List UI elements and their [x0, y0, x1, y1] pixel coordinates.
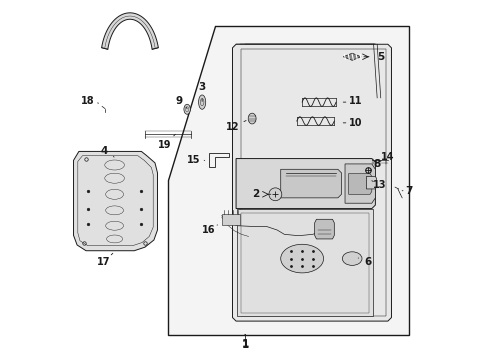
Polygon shape [101, 13, 158, 49]
Text: 4: 4 [100, 147, 108, 157]
Text: 6: 6 [365, 257, 372, 267]
Text: 8: 8 [373, 159, 381, 169]
Text: 12: 12 [226, 122, 239, 132]
Text: 2: 2 [252, 189, 259, 199]
Text: 3: 3 [198, 82, 206, 92]
Text: 13: 13 [373, 180, 387, 190]
Polygon shape [168, 26, 409, 336]
Text: 17: 17 [97, 257, 111, 267]
Polygon shape [237, 209, 373, 316]
Text: 15: 15 [187, 156, 200, 165]
Text: 18: 18 [81, 96, 95, 107]
Polygon shape [232, 44, 392, 321]
Text: 19: 19 [158, 140, 172, 150]
Text: 1: 1 [242, 340, 248, 350]
Text: 1: 1 [242, 339, 248, 349]
Ellipse shape [248, 113, 256, 124]
Polygon shape [74, 152, 157, 251]
Text: 11: 11 [349, 96, 363, 107]
Circle shape [269, 188, 282, 201]
Polygon shape [345, 164, 375, 203]
Ellipse shape [343, 252, 362, 265]
Text: 16: 16 [202, 225, 215, 235]
Text: 14: 14 [381, 152, 394, 162]
Text: 7: 7 [406, 186, 413, 196]
Ellipse shape [184, 104, 190, 114]
Polygon shape [281, 169, 342, 198]
Text: 9: 9 [175, 96, 182, 107]
Text: 5: 5 [377, 52, 384, 62]
Ellipse shape [281, 244, 323, 273]
Polygon shape [315, 219, 334, 239]
Polygon shape [343, 53, 361, 60]
Polygon shape [348, 174, 372, 194]
Ellipse shape [198, 95, 206, 109]
Text: 10: 10 [349, 118, 363, 128]
Polygon shape [367, 176, 376, 189]
Polygon shape [222, 214, 240, 225]
Polygon shape [236, 158, 375, 208]
